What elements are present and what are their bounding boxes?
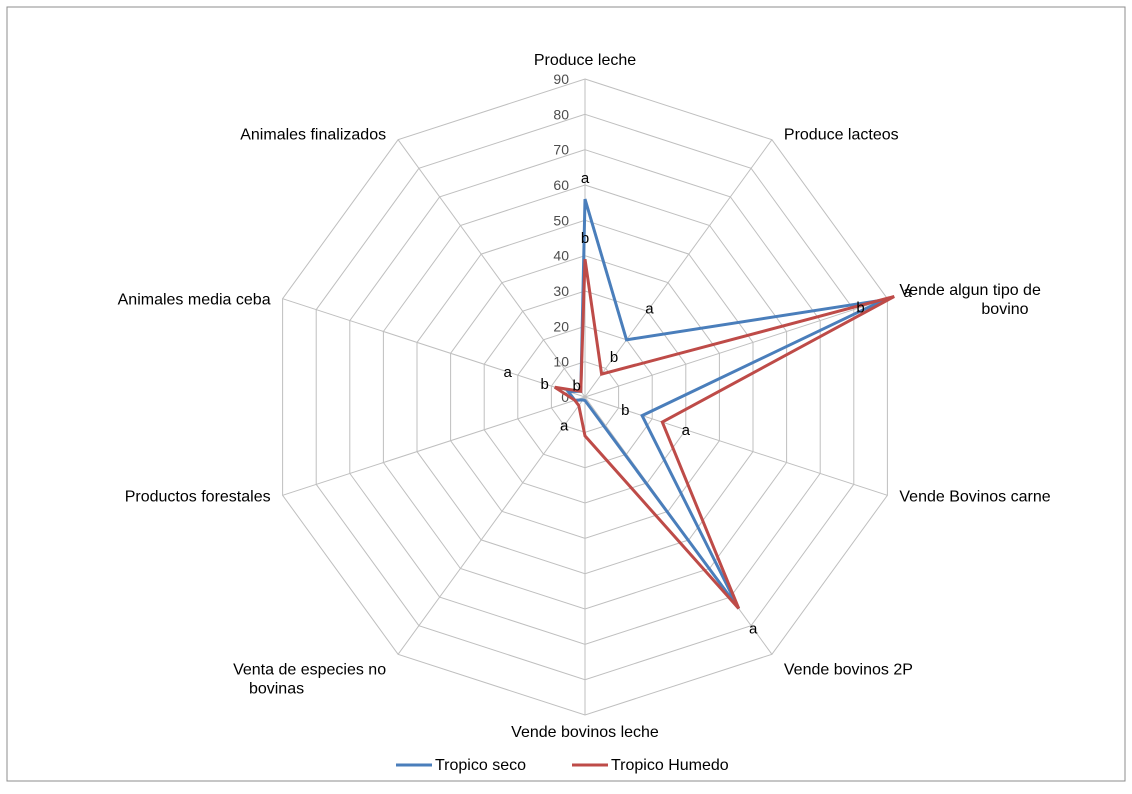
- significance-label: a: [749, 621, 758, 638]
- legend: Tropico seco Tropico Humedo: [396, 757, 729, 774]
- grid-spoke: [584, 396, 888, 496]
- significance-label: b: [610, 349, 618, 366]
- grid-spoke: [282, 298, 586, 398]
- significance-label: a: [581, 170, 590, 187]
- category-label: Vende algun tipo de bovino: [899, 282, 1041, 318]
- grid-spoke: [584, 139, 773, 398]
- category-label: Venta de especies no bovinas: [233, 661, 386, 697]
- category-label: Vende bovinos 2P: [784, 661, 913, 678]
- tick-label: 10: [553, 354, 569, 370]
- category-label: Vende bovinos leche: [511, 724, 659, 741]
- legend-label: Tropico seco: [435, 757, 526, 774]
- tick-label: 80: [553, 106, 569, 122]
- legend-label: Tropico Humedo: [611, 757, 729, 774]
- tick-label: 0: [561, 389, 569, 405]
- tick-label: 20: [553, 318, 569, 334]
- category-label: Animales media ceba: [118, 292, 271, 309]
- significance-label: a: [645, 300, 654, 317]
- significance-label: b: [621, 402, 629, 419]
- significance-label: a: [903, 284, 912, 301]
- value-axis-ticks: 0 10 20 30 40 50 60 70 80 90: [553, 71, 569, 405]
- significance-label: b: [573, 378, 581, 395]
- series-lines: [553, 198, 895, 610]
- grid-spoke: [282, 396, 586, 496]
- significance-label: b: [856, 300, 864, 317]
- significance-label: b: [581, 230, 589, 247]
- grid-spoke: [397, 396, 586, 655]
- tick-label: 30: [553, 283, 569, 299]
- category-label: Productos forestales: [125, 488, 271, 505]
- category-label: Produce leche: [534, 52, 636, 69]
- tick-label: 90: [553, 71, 569, 87]
- tick-label: 70: [553, 142, 569, 158]
- category-labels: Produce leche Produce lacteos Vende algun …: [118, 52, 1051, 741]
- grid-spoke: [397, 139, 586, 398]
- category-label: Produce lacteos: [784, 127, 899, 144]
- significance-label: b: [541, 376, 549, 393]
- significance-label: a: [504, 364, 513, 381]
- category-label: Vende Bovinos carne: [899, 488, 1050, 505]
- significance-label: a: [560, 418, 569, 435]
- category-label: Animales finalizados: [240, 127, 386, 144]
- significance-label: a: [682, 422, 691, 439]
- significance-labels: a b a b a b a b a b a a b: [504, 170, 913, 638]
- tick-label: 50: [553, 212, 569, 228]
- tick-label: 60: [553, 177, 569, 193]
- grid-spoke: [584, 298, 888, 398]
- tick-label: 40: [553, 248, 569, 264]
- series-line: [553, 258, 895, 610]
